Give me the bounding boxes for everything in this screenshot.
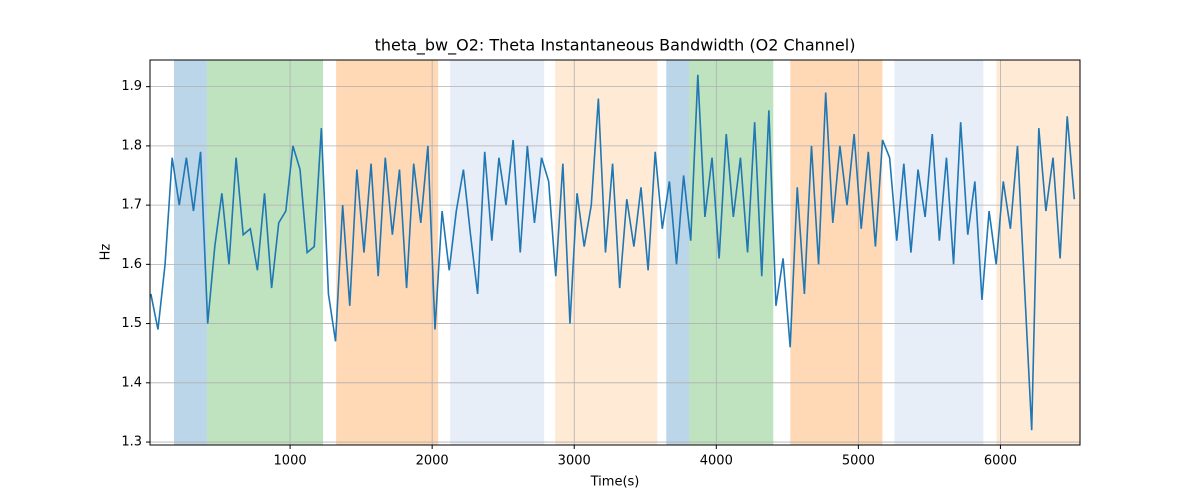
highlight-span [894, 60, 984, 445]
x-tick-label: 4000 [700, 454, 733, 469]
y-tick-label: 1.7 [121, 198, 142, 213]
highlight-span [174, 60, 207, 445]
axes-frame [149, 59, 1081, 446]
highlight-span [790, 60, 883, 445]
y-tick-label: 1.6 [121, 257, 142, 272]
y-axis-label: Hz [99, 244, 114, 261]
chart-title: theta_bw_O2: Theta Instantaneous Bandwid… [375, 36, 856, 56]
x-tick-label: 5000 [842, 454, 875, 469]
highlight-span [450, 60, 545, 445]
highlight-span [336, 60, 439, 445]
x-tick-label: 6000 [984, 454, 1017, 469]
y-tick-label: 1.4 [121, 375, 142, 390]
x-axis-label: Time(s) [590, 475, 640, 490]
y-tick-label: 1.3 [121, 435, 142, 450]
plot [150, 74, 1076, 431]
y-tick-label: 1.9 [121, 79, 142, 94]
y-tick-label: 1.5 [121, 316, 142, 331]
x-tick-label: 1000 [274, 454, 307, 469]
grid [150, 60, 1080, 445]
x-tick-label: 2000 [416, 454, 449, 469]
x-tick-label: 3000 [558, 454, 591, 469]
data-line [150, 74, 1076, 431]
spans [174, 60, 1080, 445]
y-tick-label: 1.8 [121, 138, 142, 153]
highlight-span [206, 60, 324, 445]
highlight-span [689, 60, 774, 445]
